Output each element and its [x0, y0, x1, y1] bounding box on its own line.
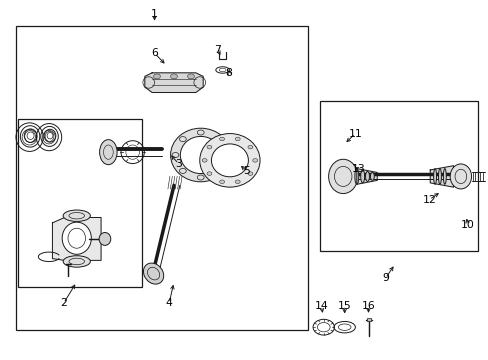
Text: 3: 3	[175, 159, 182, 169]
Ellipse shape	[143, 263, 163, 284]
Ellipse shape	[63, 210, 90, 221]
Circle shape	[170, 74, 177, 79]
Bar	[366, 318, 371, 321]
Ellipse shape	[433, 168, 436, 184]
Text: 10: 10	[460, 220, 474, 230]
Text: 6: 6	[151, 48, 158, 58]
Text: 7: 7	[214, 45, 221, 55]
Polygon shape	[52, 217, 101, 260]
Circle shape	[235, 180, 240, 184]
Bar	[19, 119, 142, 287]
Polygon shape	[356, 168, 376, 184]
Circle shape	[202, 158, 206, 162]
Ellipse shape	[180, 136, 221, 174]
Bar	[319, 102, 477, 251]
Circle shape	[219, 137, 224, 141]
Text: 15: 15	[337, 301, 351, 311]
Ellipse shape	[170, 128, 230, 182]
Ellipse shape	[99, 233, 111, 246]
Polygon shape	[144, 73, 203, 93]
Ellipse shape	[354, 168, 358, 184]
Text: 11: 11	[348, 129, 362, 139]
Ellipse shape	[100, 140, 117, 165]
Circle shape	[252, 158, 257, 162]
Text: 16: 16	[361, 301, 375, 311]
Ellipse shape	[443, 168, 446, 184]
Ellipse shape	[449, 164, 470, 189]
Ellipse shape	[62, 222, 91, 254]
Ellipse shape	[360, 170, 364, 183]
Text: 9: 9	[381, 273, 388, 283]
Circle shape	[206, 145, 211, 149]
Circle shape	[153, 74, 160, 79]
Text: 5: 5	[243, 166, 250, 176]
Polygon shape	[429, 166, 453, 187]
Text: 14: 14	[314, 301, 327, 311]
Ellipse shape	[328, 159, 357, 194]
Bar	[16, 26, 307, 330]
Ellipse shape	[211, 144, 248, 177]
Ellipse shape	[365, 171, 369, 181]
Ellipse shape	[200, 134, 260, 187]
Ellipse shape	[370, 172, 373, 180]
Text: 13: 13	[351, 164, 365, 174]
Circle shape	[235, 137, 240, 141]
Circle shape	[247, 172, 252, 175]
Text: 12: 12	[422, 195, 435, 204]
Ellipse shape	[438, 168, 441, 184]
Ellipse shape	[63, 256, 90, 267]
Circle shape	[219, 180, 224, 184]
Circle shape	[247, 145, 252, 149]
Circle shape	[187, 74, 194, 79]
Text: 1: 1	[151, 9, 158, 19]
Text: 2: 2	[60, 298, 67, 308]
Circle shape	[206, 172, 211, 175]
Text: 4: 4	[165, 298, 172, 308]
Text: 8: 8	[225, 68, 232, 78]
